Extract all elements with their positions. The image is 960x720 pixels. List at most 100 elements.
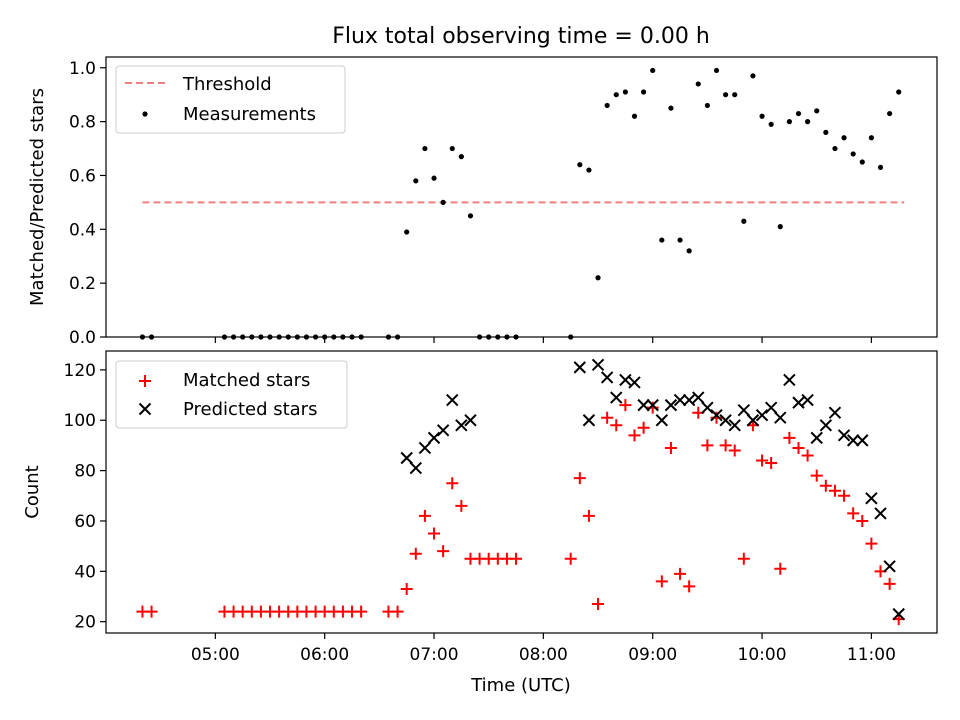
measurement-point <box>458 154 464 160</box>
legend-threshold-label: Threshold <box>182 74 272 95</box>
count-x-tick-label: 08:00 <box>519 645 568 665</box>
measurement-point <box>768 121 774 127</box>
matched-stars-point <box>847 507 860 520</box>
figure-title: Flux total observing time = 0.00 h <box>332 24 710 49</box>
measurement-point <box>440 199 446 205</box>
predicted-stars-point <box>746 414 760 427</box>
matched-stars-point <box>592 598 605 611</box>
count-x-tick-label: 07:00 <box>410 645 459 665</box>
matched-stars-point <box>765 457 778 470</box>
predicted-stars-point <box>591 358 605 372</box>
predicted-stars-point <box>455 419 468 432</box>
measurement-point <box>850 151 856 157</box>
matched-stars-point <box>783 431 796 444</box>
count-y-ticks: 20 40 60 80 100 120 <box>64 361 106 633</box>
measurement-point <box>805 119 811 125</box>
measurement-point <box>887 110 893 117</box>
matched-stars-point <box>446 477 459 490</box>
count-axes-frame <box>105 350 938 634</box>
predicted-stars-point <box>600 371 614 384</box>
legend-measurements-label: Measurements <box>183 104 316 125</box>
count-legend: Matched stars Predicted stars <box>115 360 348 429</box>
ratio-legend: Threshold Measurements <box>115 65 346 134</box>
measurement-point <box>577 162 583 168</box>
legend-matched-swatch <box>139 375 151 387</box>
matched-stars-point <box>601 411 614 424</box>
legend-predicted-label: Predicted stars <box>183 399 317 420</box>
matched-stars-point <box>573 472 586 485</box>
measurement-point <box>704 102 710 109</box>
count-legend-box <box>115 360 348 429</box>
ratio-y-ticks: 0.0 0.2 0.4 0.6 0.8 1.0 <box>69 59 106 348</box>
predicted-stars-point <box>710 408 723 422</box>
measurement-point <box>686 248 692 254</box>
count-y-axis-label: Count <box>22 465 43 518</box>
predicted-stars-point <box>573 361 587 374</box>
measurement-point <box>640 89 647 95</box>
predicted-stars-point <box>400 451 413 465</box>
predicted-stars-point <box>673 393 687 407</box>
matched-stars-point <box>801 449 814 462</box>
matched-stars-point <box>418 509 431 522</box>
predicted-stars-point <box>637 398 650 412</box>
measurement-point <box>814 108 820 114</box>
measurement-point <box>732 92 738 98</box>
measurement-point <box>823 129 829 135</box>
measurement-point <box>467 213 474 219</box>
measurement-point <box>622 89 628 95</box>
matched-stars-point <box>455 499 468 512</box>
matched-stars-point <box>619 399 632 412</box>
measurement-point <box>868 135 874 141</box>
measurement-point <box>786 119 792 125</box>
matched-stars-point <box>428 527 441 540</box>
matched-stars-point <box>610 419 623 432</box>
count-panel: 20 40 60 80 100 120 05:00 06:00 07:00 08:00 09:00… <box>22 350 938 665</box>
predicted-stars-point <box>783 373 796 387</box>
predicted-stars-point <box>865 492 878 505</box>
matched-stars-point <box>810 469 823 482</box>
measurement-point <box>750 73 756 79</box>
matched-stars-point <box>655 575 668 588</box>
matched-stars-point <box>355 605 368 618</box>
predicted-stars-point <box>883 560 896 573</box>
predicted-stars-point <box>874 507 887 520</box>
matched-stars-point <box>856 514 869 527</box>
measurement-point <box>713 67 720 74</box>
matched-stars-point <box>674 567 687 580</box>
x-axis-label: Time (UTC) <box>470 675 571 696</box>
predicted-stars-point <box>837 429 851 442</box>
measurement-point <box>759 113 765 119</box>
matched-stars-point <box>400 582 413 595</box>
predicted-stars-point <box>719 414 732 427</box>
matched-stars-point <box>728 444 741 457</box>
predicted-stars-point <box>764 401 778 414</box>
legend-predicted-swatch <box>138 402 152 416</box>
predicted-stars-point <box>610 391 623 404</box>
matched-stars-point <box>756 454 769 467</box>
count-x-tick-label: 05:00 <box>191 645 240 665</box>
matched-stars-point <box>883 577 896 590</box>
ratio-y-tick-label: 1.0 <box>69 59 96 79</box>
predicted-stars-point <box>774 411 787 424</box>
predicted-stars-point <box>427 431 441 445</box>
measurement-point <box>677 237 683 243</box>
measurement-point <box>695 81 701 87</box>
count-y-tick-label: 120 <box>64 361 96 381</box>
measurement-point <box>659 237 665 243</box>
ratio-y-axis-label: Matched/Predicted stars <box>27 88 48 306</box>
ratio-y-tick-label: 0.2 <box>69 274 96 294</box>
predicted-stars-point <box>409 461 423 475</box>
measurement-point <box>877 164 884 170</box>
matched-stars-point <box>828 484 841 497</box>
measurement-point <box>777 224 783 230</box>
measurement-point <box>795 110 802 117</box>
predicted-stars-point <box>446 393 459 407</box>
measurement-point <box>449 145 455 152</box>
predicted-stars-point <box>701 401 714 414</box>
matched-stars-point <box>564 552 577 565</box>
predicted-stars-point <box>737 403 751 417</box>
matched-stars-point <box>737 552 750 565</box>
count-marks <box>136 358 905 626</box>
ratio-legend-box <box>115 65 346 134</box>
predicted-stars-point <box>646 398 659 412</box>
